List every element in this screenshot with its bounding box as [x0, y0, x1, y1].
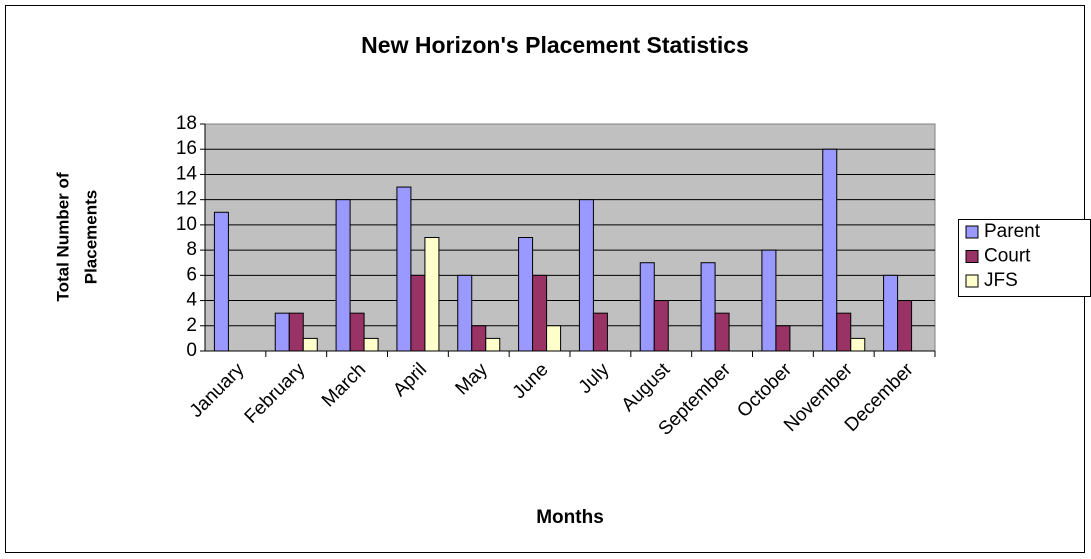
y-tick-label: 10 [176, 214, 197, 235]
legend-swatch [965, 250, 979, 263]
legend-label: Parent [984, 221, 1041, 242]
y-tick-label: 0 [186, 340, 197, 361]
bar [700, 262, 716, 352]
y-axis-label: Total Number of Placements [53, 172, 100, 301]
bar [653, 300, 669, 352]
bar [485, 337, 501, 352]
bar [836, 312, 852, 352]
bar [518, 237, 534, 352]
bar [592, 312, 608, 352]
y-tick-label: 12 [176, 189, 197, 210]
y-tick-label: 8 [186, 239, 197, 260]
bar [850, 337, 866, 352]
bar [897, 300, 913, 352]
y-tick-label: 2 [186, 315, 197, 336]
bar [578, 199, 594, 352]
bar [761, 249, 777, 352]
bar [822, 148, 838, 352]
bar [883, 274, 899, 352]
bar [775, 325, 791, 352]
bar [396, 186, 412, 352]
legend-label: Court [984, 246, 1031, 267]
y-axis-label-line: Placements [81, 190, 100, 285]
bar [424, 237, 440, 352]
bar [714, 312, 730, 352]
legend-label: JFS [984, 270, 1018, 291]
bar [639, 262, 655, 352]
y-tick-label: 14 [176, 163, 198, 184]
bar [532, 274, 548, 352]
y-axis-label-line: Total Number of [53, 172, 72, 301]
bar [363, 337, 379, 352]
legend [958, 219, 1091, 297]
y-tick-label: 6 [186, 264, 197, 285]
legend-swatch [965, 225, 979, 239]
bar [349, 312, 365, 352]
bar [546, 325, 562, 352]
bar [471, 325, 487, 352]
legend-swatch [965, 274, 979, 288]
plot-area [204, 123, 936, 352]
y-tick-label: 16 [176, 138, 197, 159]
bar [288, 312, 304, 352]
y-tick-label: 4 [186, 290, 197, 311]
bar [410, 274, 426, 352]
bar [213, 211, 229, 352]
bar [302, 337, 318, 352]
x-axis-label: Months [536, 507, 604, 528]
bar [274, 312, 290, 352]
bar [335, 199, 351, 352]
y-tick-label: 18 [176, 113, 197, 134]
bar [457, 274, 473, 352]
chart-title: New Horizon's Placement Statistics [361, 32, 749, 58]
